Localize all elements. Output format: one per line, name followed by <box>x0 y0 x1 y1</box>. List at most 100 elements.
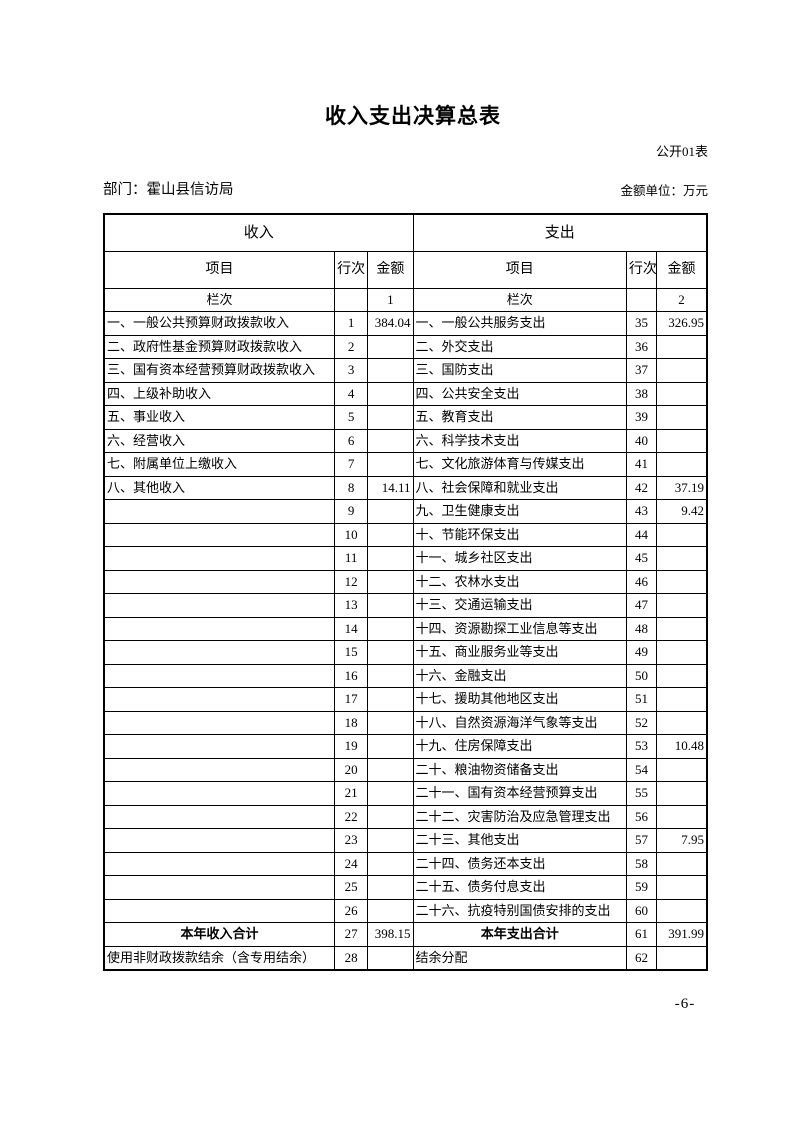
income-item-cell <box>103 522 335 547</box>
income-amount-cell <box>367 428 414 453</box>
expense-amount-cell <box>656 452 708 477</box>
income-line-cell: 18 <box>333 710 369 735</box>
income-item-cell <box>103 757 335 782</box>
income-line-cell: 11 <box>333 546 369 571</box>
expense-item-col-header: 项目 <box>412 251 627 289</box>
expense-line-cell: 37 <box>625 358 658 383</box>
expense-amount-cell: 9.42 <box>656 499 708 524</box>
income-item-cell: 四、上级补助收入 <box>103 381 335 406</box>
expense-item-cell: 三、国防支出 <box>412 358 627 383</box>
expense-amount-cell <box>656 945 708 971</box>
income-amount-cell <box>367 546 414 571</box>
table-row: 13 十三、交通运输支出 47 <box>103 593 708 618</box>
income-line-cell: 26 <box>333 898 369 923</box>
income-line-cell: 22 <box>333 804 369 829</box>
expense-section-header: 支出 <box>412 213 708 252</box>
expense-line-cell: 57 <box>625 828 658 853</box>
expense-item-cell: 二十一、国有资本经营预算支出 <box>412 781 627 806</box>
expense-item-cell: 二十、粮油物资储备支出 <box>412 757 627 782</box>
table-row: 15 十五、商业服务业等支出 49 <box>103 640 708 665</box>
expense-item-cell: 二十五、债务付息支出 <box>412 875 627 900</box>
income-amount-cell <box>367 875 414 900</box>
expense-item-cell: 十七、援助其他地区支出 <box>412 687 627 712</box>
expense-line-cell: 36 <box>625 334 658 359</box>
expense-item-cell: 十九、住房保障支出 <box>412 734 627 759</box>
income-amount-cell <box>367 851 414 876</box>
expense-amount-cell <box>656 593 708 618</box>
expense-line-cell: 51 <box>625 687 658 712</box>
income-line-cell: 5 <box>333 405 369 430</box>
income-amount-cell <box>367 663 414 688</box>
table-row: 18 十八、自然资源海洋气象等支出 52 <box>103 710 708 735</box>
income-amount-cell <box>367 757 414 782</box>
income-section-header: 收入 <box>103 213 414 252</box>
expense-line-cell: 35 <box>625 311 658 336</box>
income-amount-cell: 398.15 <box>367 922 414 947</box>
lanci-row: 栏次 1 栏次 2 <box>103 288 708 312</box>
table-body: 一、一般公共预算财政拨款收入 1 384.04 一、一般公共服务支出 35 326.95 二… <box>103 311 708 971</box>
income-amount-cell <box>367 687 414 712</box>
expense-line-cell: 59 <box>625 875 658 900</box>
expense-amount-cell <box>656 640 708 665</box>
income-amount-cell <box>367 334 414 359</box>
expense-col-number: 2 <box>656 288 708 312</box>
income-item-cell: 一、一般公共预算财政拨款收入 <box>103 311 335 336</box>
expense-line-cell: 56 <box>625 804 658 829</box>
expense-item-cell: 二十六、抗疫特别国债安排的支出 <box>412 898 627 923</box>
expense-line-cell: 38 <box>625 381 658 406</box>
income-item-cell <box>103 616 335 641</box>
expense-line-cell: 39 <box>625 405 658 430</box>
table-row: 11 十一、城乡社区支出 45 <box>103 546 708 571</box>
income-amount-cell <box>367 898 414 923</box>
table-row: 24 二十四、债务还本支出 58 <box>103 851 708 876</box>
expense-line-col-header: 行次 <box>625 251 658 289</box>
table-row: 12 十二、农林水支出 46 <box>103 569 708 594</box>
expense-amount-cell: 391.99 <box>656 922 708 947</box>
income-amount-cell: 384.04 <box>367 311 414 336</box>
income-lanci-line-cell <box>333 288 369 312</box>
table-row: 一、一般公共预算财政拨款收入 1 384.04 一、一般公共服务支出 35 326.95 <box>103 311 708 336</box>
table-row: 三、国有资本经营预算财政拨款收入 3 三、国防支出 37 <box>103 358 708 383</box>
table-row: 21 二十一、国有资本经营预算支出 55 <box>103 781 708 806</box>
income-line-cell: 19 <box>333 734 369 759</box>
expense-item-cell: 十三、交通运输支出 <box>412 593 627 618</box>
expense-line-cell: 46 <box>625 569 658 594</box>
table-row: 四、上级补助收入 4 四、公共安全支出 38 <box>103 381 708 406</box>
income-item-cell <box>103 781 335 806</box>
expense-amount-cell <box>656 898 708 923</box>
income-line-cell: 8 <box>333 475 369 500</box>
page-number: -6- <box>674 996 696 1012</box>
income-item-cell <box>103 710 335 735</box>
table-row: 23 二十三、其他支出 57 7.95 <box>103 828 708 853</box>
income-amount-cell <box>367 781 414 806</box>
expense-lanci-label: 栏次 <box>412 288 627 312</box>
income-item-cell: 五、事业收入 <box>103 405 335 430</box>
expense-line-cell: 41 <box>625 452 658 477</box>
income-amount-cell <box>367 593 414 618</box>
expense-item-cell: 二十四、债务还本支出 <box>412 851 627 876</box>
expense-amount-cell <box>656 687 708 712</box>
expense-item-cell: 十六、金融支出 <box>412 663 627 688</box>
expense-amount-cell: 7.95 <box>656 828 708 853</box>
table-row: 10 十、节能环保支出 44 <box>103 522 708 547</box>
expense-lanci-line-cell <box>625 288 658 312</box>
income-amount-cell <box>367 804 414 829</box>
income-line-cell: 2 <box>333 334 369 359</box>
expense-line-cell: 53 <box>625 734 658 759</box>
department-label: 部门：霍山县信访局 <box>103 182 234 198</box>
table-row: 八、其他收入 8 14.11 八、社会保障和就业支出 42 37.19 <box>103 475 708 500</box>
income-lanci-label: 栏次 <box>103 288 335 312</box>
income-line-cell: 1 <box>333 311 369 336</box>
expense-amount-cell: 10.48 <box>656 734 708 759</box>
expense-line-cell: 48 <box>625 616 658 641</box>
expense-item-cell: 结余分配 <box>412 945 627 971</box>
income-line-cell: 4 <box>333 381 369 406</box>
income-line-cell: 10 <box>333 522 369 547</box>
accounts-table: 收入 支出 项目 行次 金额 项目 行次 金额 栏次 1 栏次 2 一、一般公共… <box>103 213 708 971</box>
table-row: 14 十四、资源勘探工业信息等支出 48 <box>103 616 708 641</box>
expense-line-cell: 47 <box>625 593 658 618</box>
expense-amount-cell <box>656 381 708 406</box>
expense-line-cell: 52 <box>625 710 658 735</box>
table-row: 17 十七、援助其他地区支出 51 <box>103 687 708 712</box>
income-amount-cell <box>367 452 414 477</box>
